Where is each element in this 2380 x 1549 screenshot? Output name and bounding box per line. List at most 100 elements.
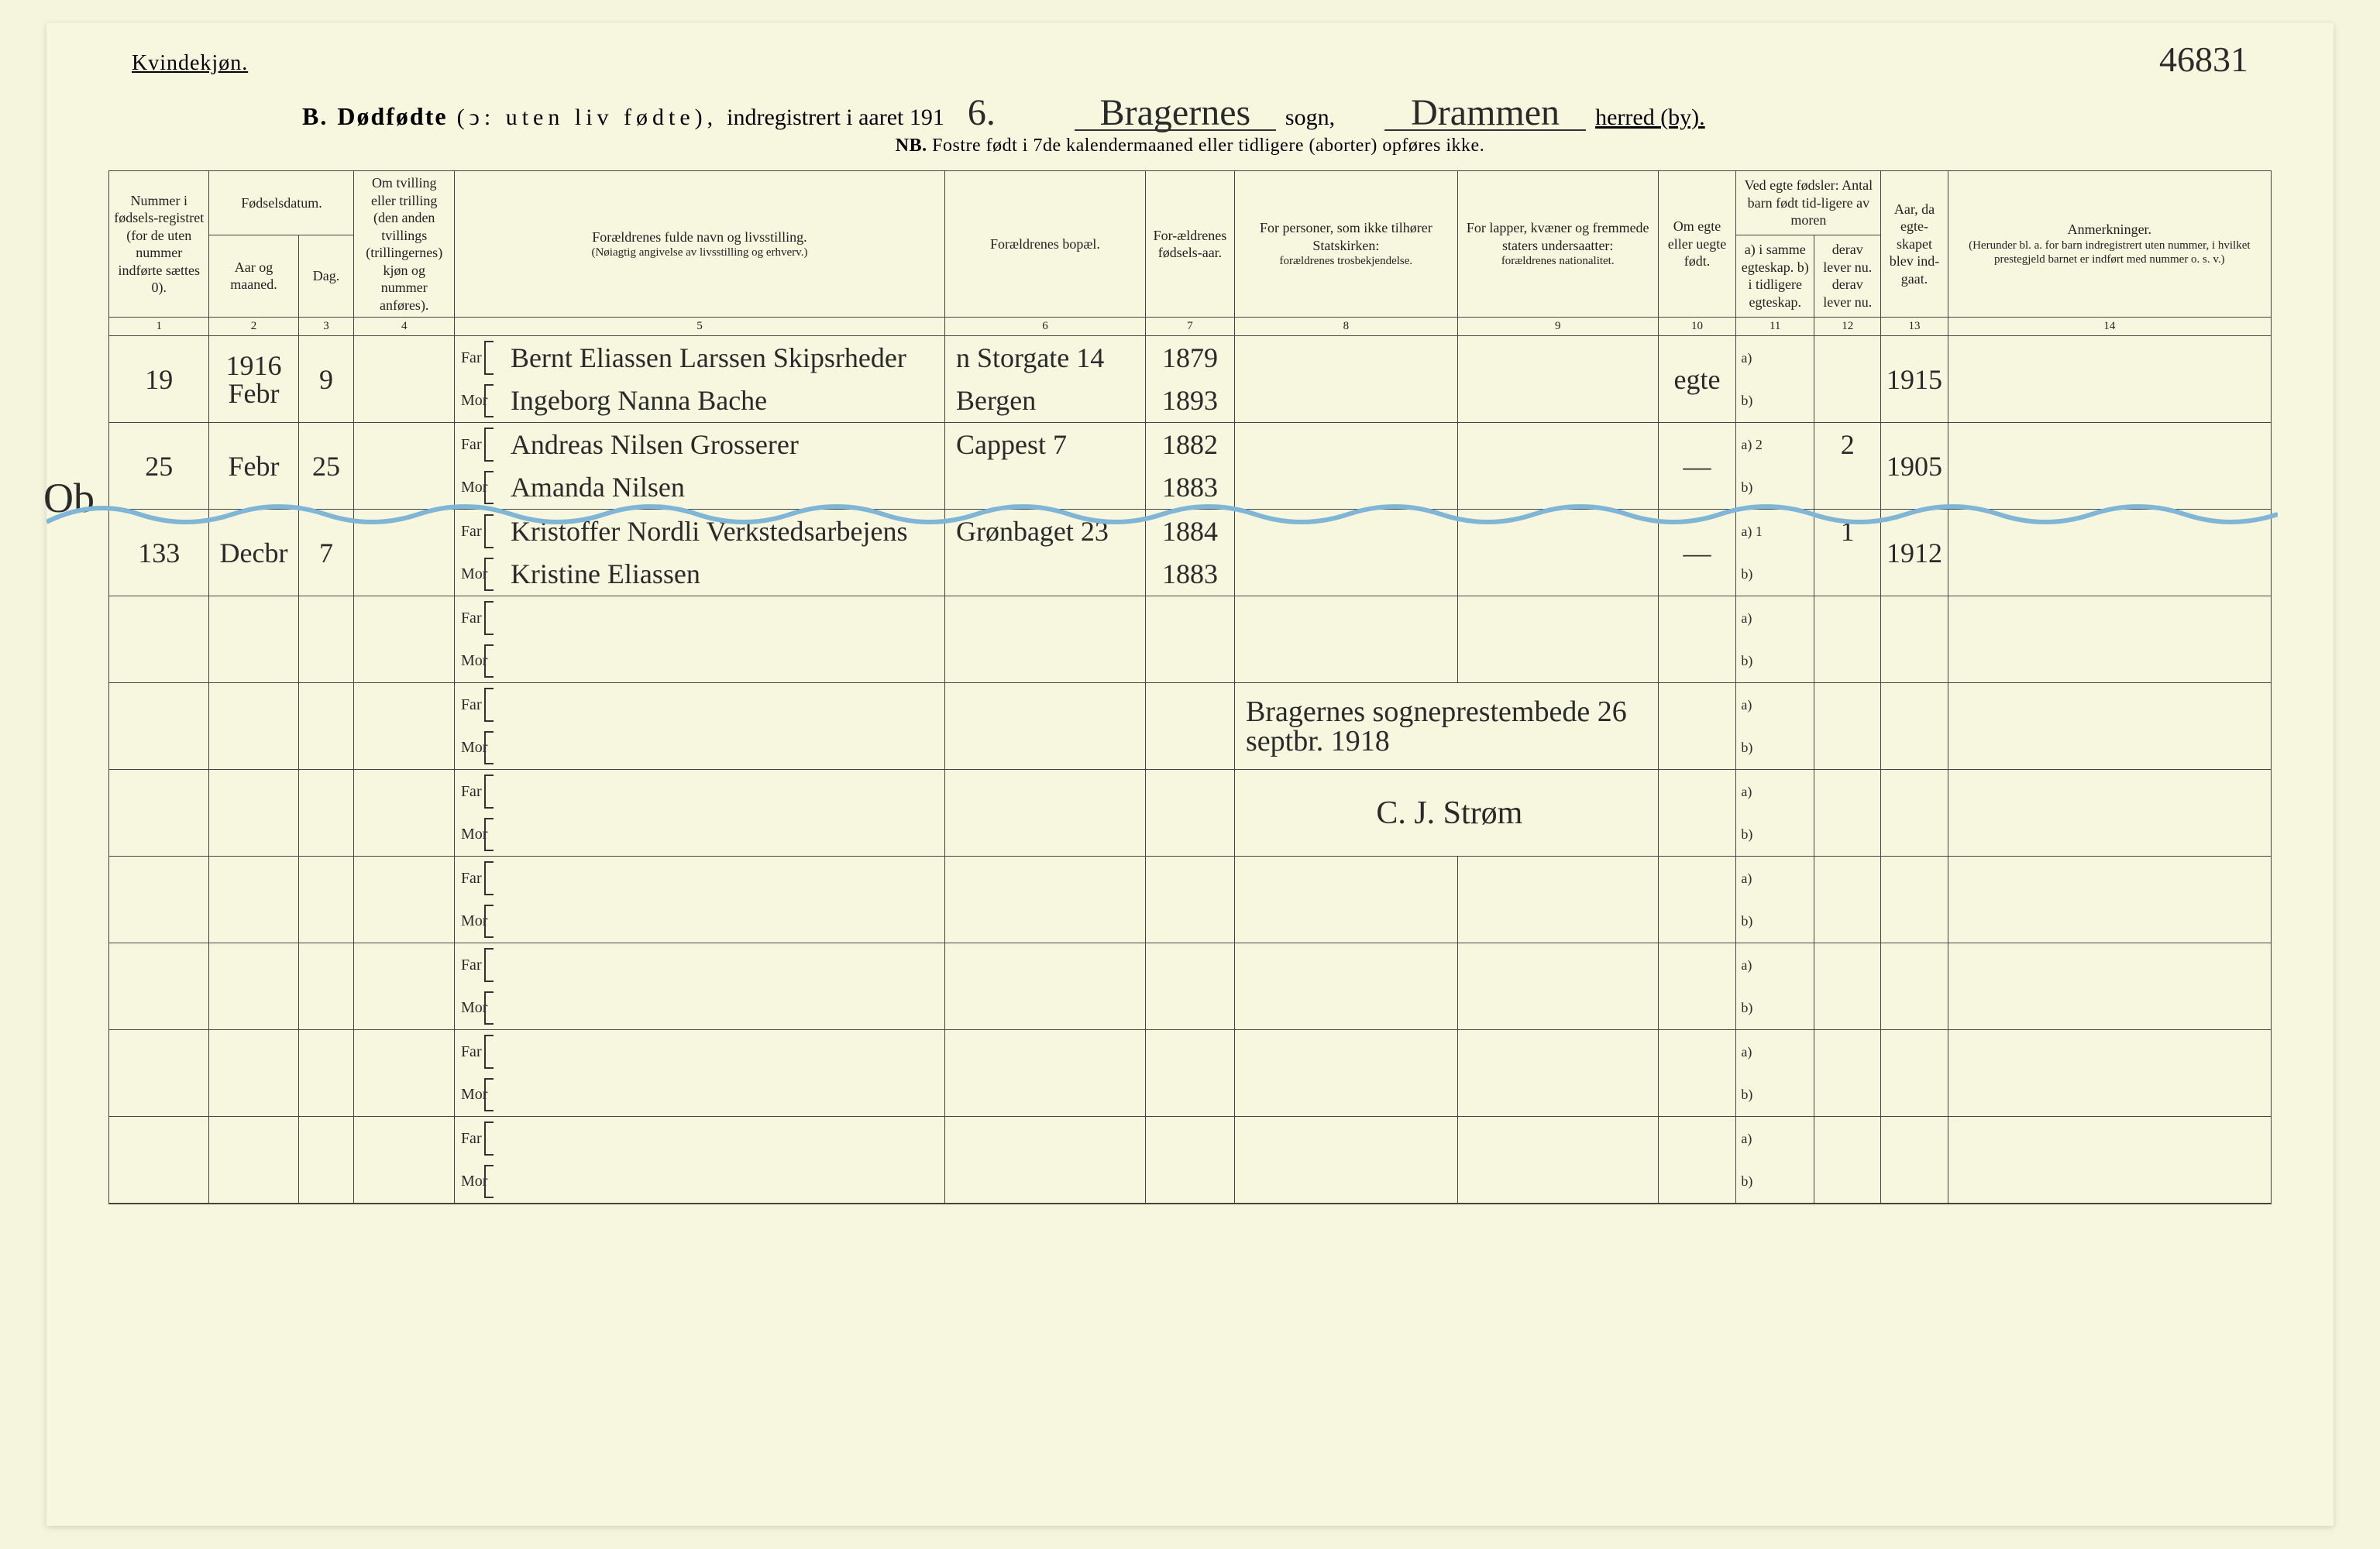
marriage-year: 1912 [1881,510,1948,596]
year-month [209,1117,298,1204]
day [298,683,354,770]
bracket-icon [484,991,494,1025]
colnum: 6 [944,318,1145,336]
day [298,1030,354,1117]
count-b2 [1814,380,1881,423]
bracket-icon [484,774,494,809]
parent-name-cell: Far [454,857,944,900]
year-month: 1916Febr [209,336,298,423]
twin [354,770,454,857]
entry-number [109,770,209,857]
faith [1235,336,1458,423]
parent-name: Amanda Nilsen [466,473,940,501]
residence [944,943,1145,987]
egte [1658,596,1736,683]
count-a-b: b) [1736,987,1814,1030]
birth-year [1145,1160,1234,1204]
entry-number [109,596,209,683]
birth-year [1145,987,1234,1030]
remarks [1948,423,2271,510]
table-row: Fara) [109,943,2272,987]
entry-number [109,1030,209,1117]
day [298,596,354,683]
colnum: 11 [1736,318,1814,336]
count-a-b: b) [1736,813,1814,857]
parent-name-cell: Mor [454,813,944,857]
day [298,943,354,1030]
parent-name: Kristoffer Nordli Verkstedsarbejens [466,517,940,545]
parent-name-cell: Mor [454,987,944,1030]
parent-name-cell: Far [454,1030,944,1073]
twin [354,683,454,770]
count-a: a) [1736,683,1814,726]
birth-year [1145,1117,1234,1160]
document-page: 46831 Kvindekjøn. B. Dødfødte (ↄ: uten l… [46,23,2334,1526]
nationality [1457,943,1658,1030]
colnum: 12 [1814,318,1881,336]
birth-year [1145,640,1234,683]
parent-name: Ingeborg Nanna Bache [466,386,940,414]
title-bold: Dødfødte [337,102,447,131]
remarks [1948,596,2271,683]
parent-name-cell: MorIngeborg Nanna Bache [454,380,944,423]
faith [1235,596,1458,683]
remarks [1948,336,2271,423]
birth-year: 1883 [1145,466,1234,510]
table-row: 133Decbr7FarKristoffer Nordli Verkstedsa… [109,510,2272,553]
egte [1658,943,1736,1030]
bracket-icon [484,861,494,895]
col-2-header: Aar og maaned. [209,235,298,318]
count-b [1814,857,1881,900]
faith [1235,510,1458,596]
parent-label: Far [461,524,482,539]
col-10-header: Om egte eller uegte født. [1658,171,1736,318]
col-14-sub: (Herunder bl. a. for barn indregistrert … [1953,239,2266,268]
birth-year [1145,770,1234,813]
parent-label: Far [461,437,482,452]
colnum: 1 [109,318,209,336]
year-month [209,683,298,770]
parent-label: Far [461,1044,482,1060]
nb-prefix: NB. [896,136,927,156]
bracket-icon [484,644,494,678]
egte [1658,1030,1736,1117]
col-12-header: derav lever nu. derav lever nu. [1814,235,1881,318]
parent-name-cell: Mor [454,726,944,770]
bracket-icon [484,1165,494,1199]
col-4-header: Om tvilling eller trilling (den anden tv… [354,171,454,318]
twin [354,596,454,683]
count-b2 [1814,1073,1881,1117]
entry-number [109,857,209,943]
colnum: 5 [454,318,944,336]
count-b [1814,683,1881,726]
parent-name-cell: FarBernt Eliassen Larssen Skipsrheder [454,336,944,380]
count-b [1814,770,1881,813]
count-b [1814,1117,1881,1160]
count-a: a) [1736,770,1814,813]
gender-heading: Kvindekjøn. [132,51,2272,76]
entry-number [109,1117,209,1204]
count-a-b: b) [1736,640,1814,683]
marriage-year [1881,683,1948,770]
count-a: a) [1736,857,1814,900]
residence [944,987,1145,1030]
col-8-header: For personer, som ikke tilhører Statskir… [1235,171,1458,318]
birth-year [1145,813,1234,857]
nationality [1457,1030,1658,1117]
bracket-icon [484,1121,494,1156]
residence [944,813,1145,857]
birth-year: 1882 [1145,423,1234,466]
egte [1658,1117,1736,1204]
nationality [1457,1117,1658,1204]
parish-value: Bragernes [1075,96,1276,131]
table-head: Nummer i fødsels-registret (for de uten … [109,171,2272,336]
remarks [1948,770,2271,857]
parent-name-cell: Far [454,683,944,726]
faith [1235,1030,1458,1117]
birth-year [1145,857,1234,900]
col-6-header: Forældrenes bopæl. [944,171,1145,318]
col-14-header: Anmerkninger. (Herunder bl. a. for barn … [1948,171,2271,318]
colnum: 13 [1881,318,1948,336]
title-paren: (ↄ: uten liv fødte), [457,105,718,131]
remarks [1948,1030,2271,1117]
